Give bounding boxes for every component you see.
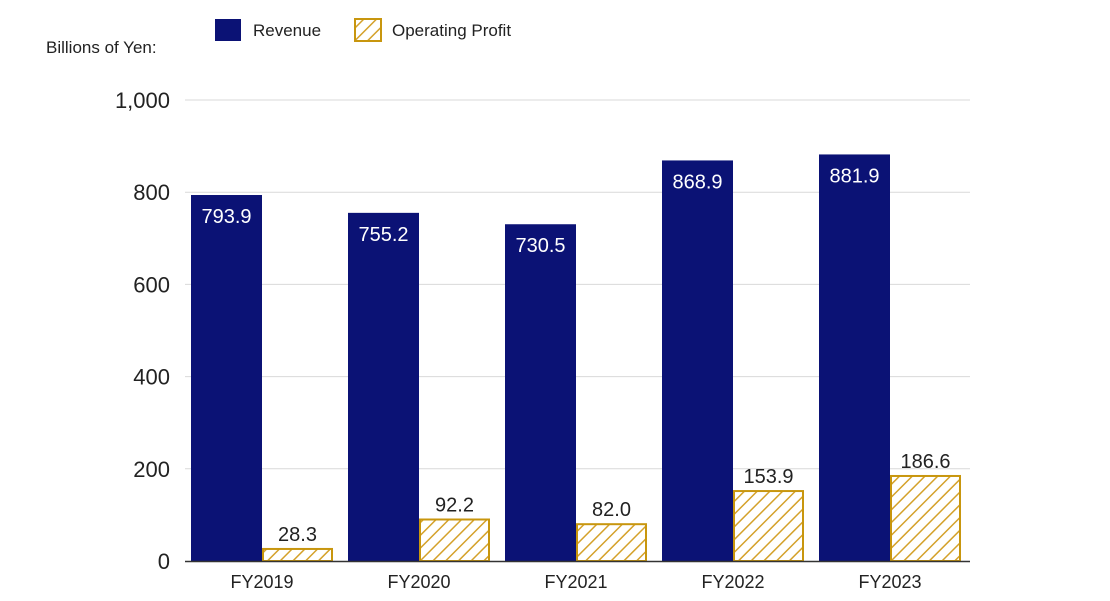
data-label-revenue: 793.9 [201,206,251,228]
bar-operating-profit [733,490,804,562]
bar-revenue [819,154,890,562]
bar-revenue [348,212,419,562]
y-tick-label: 600 [133,272,170,297]
data-label-revenue: 881.9 [829,165,879,187]
x-tick-label: FY2019 [230,572,293,592]
bar-revenue [662,160,733,561]
legend: Revenue Operating Profit [215,18,511,42]
y-axis-ticks: 0 200 400 600 800 1,000 [115,88,170,574]
data-label-operating-profit: 28.3 [278,524,317,546]
data-label-operating-profit: 92.2 [435,494,474,516]
x-tick-label: FY2023 [858,572,921,592]
bar-operating-profit [419,518,490,562]
y-tick-label: 0 [158,549,170,574]
data-label-revenue: 755.2 [358,224,408,246]
bar-operating-profit [262,547,333,562]
bar-operating-profit [890,474,961,562]
x-tick-label: FY2020 [387,572,450,592]
data-labels: 793.9 28.3 755.2 92.2 730.5 82.0 868.9 153.9 881… [201,165,950,546]
data-label-operating-profit: 82.0 [592,499,631,521]
x-tick-label: FY2022 [701,572,764,592]
y-tick-label: 400 [133,365,170,390]
legend-swatch-revenue [215,19,241,41]
bars [191,154,961,562]
x-axis-ticks: FY2019 FY2020 FY2021 FY2022 FY2023 [230,572,921,592]
data-label-revenue: 868.9 [672,171,722,193]
bar-operating-profit [576,523,647,562]
legend-label-operating-profit: Operating Profit [392,21,511,40]
y-tick-label: 800 [133,180,170,205]
data-label-revenue: 730.5 [515,235,565,257]
y-axis-unit-label: Billions of Yen: [46,38,157,57]
legend-swatch-operating-profit [354,18,382,42]
y-tick-label: 1,000 [115,88,170,113]
bar-revenue [505,224,576,561]
x-tick-label: FY2021 [544,572,607,592]
legend-label-revenue: Revenue [253,21,321,40]
y-tick-label: 200 [133,457,170,482]
data-label-operating-profit: 186.6 [900,451,950,473]
data-label-operating-profit: 153.9 [743,466,793,488]
bar-revenue [191,195,262,562]
